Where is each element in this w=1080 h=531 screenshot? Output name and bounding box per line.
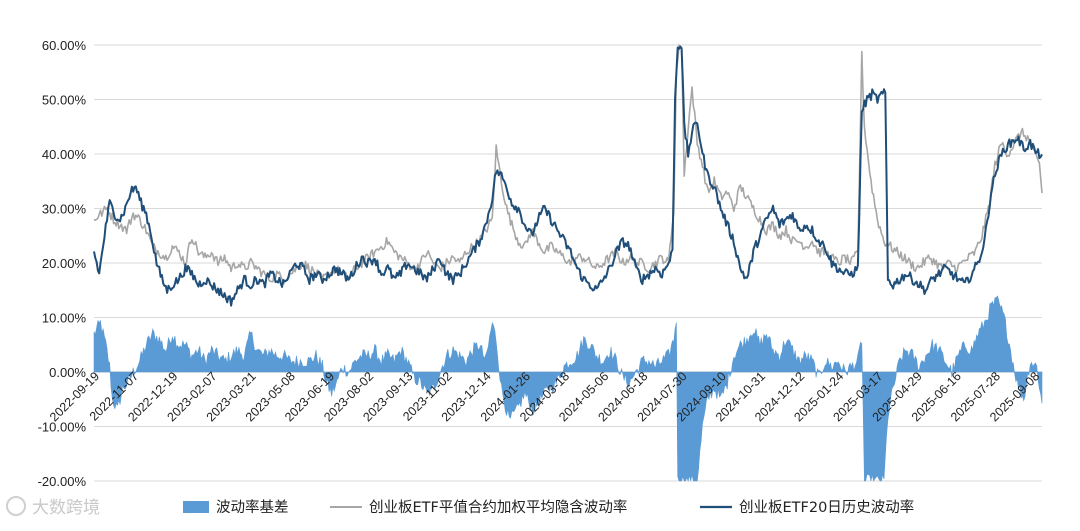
series-line-implied-vol xyxy=(93,44,1043,285)
basis-area-layer xyxy=(93,295,1043,483)
lines-layer xyxy=(93,44,1043,307)
legend-label-historical: 创业板ETF20日历史波动率 xyxy=(739,498,914,516)
y-tick-label: -20.00% xyxy=(38,474,87,489)
legend-label-implied: 创业板ETF平值合约加权平均隐含波动率 xyxy=(369,498,627,516)
series-area-basis xyxy=(93,295,1043,483)
y-tick-label: 0.00% xyxy=(49,365,86,380)
watermark: 大数跨境 xyxy=(6,493,100,518)
y-tick-label: -10.00% xyxy=(38,420,87,435)
y-tick-label: 40.00% xyxy=(42,147,87,162)
y-tick-label: 10.00% xyxy=(42,311,87,326)
y-tick-label: 20.00% xyxy=(42,256,87,271)
legend: 波动率基差 创业板ETF平值合约加权平均隐含波动率 创业板ETF20日历史波动率 xyxy=(183,498,914,516)
series-line-historical-vol xyxy=(93,45,1043,307)
y-tick-label: 60.00% xyxy=(42,38,87,53)
y-tick-label: 50.00% xyxy=(42,93,87,108)
legend-swatch-basis xyxy=(183,501,209,513)
legend-label-basis: 波动率基差 xyxy=(216,499,289,516)
watermark-text: 大数跨境 xyxy=(32,498,100,518)
watermark-logo-icon xyxy=(6,495,26,516)
y-axis-ticks: -20.00% -10.00% 0.00% 10.00% 20.00% 30.00% 40.… xyxy=(38,38,87,489)
y-tick-label: 30.00% xyxy=(42,202,87,217)
